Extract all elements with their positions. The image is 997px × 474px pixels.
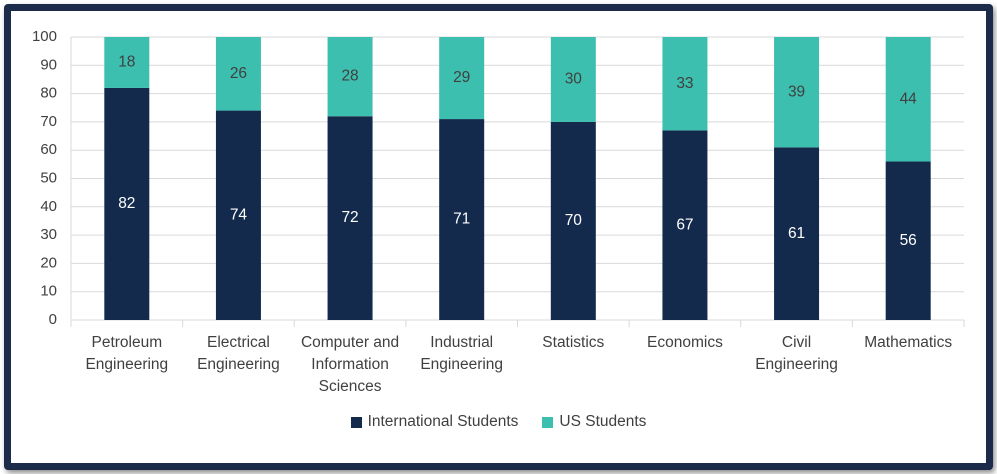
bar-segment xyxy=(885,37,931,162)
y-tick-label: 0 xyxy=(49,311,57,328)
legend-item: International Students xyxy=(350,413,519,431)
bar-segment xyxy=(215,110,261,320)
data-label: 30 xyxy=(565,71,583,88)
y-tick-label: 30 xyxy=(40,226,57,243)
bar-segment xyxy=(662,130,708,320)
data-label: 29 xyxy=(453,69,470,86)
chart-frame xyxy=(4,4,993,470)
y-tick-label: 90 xyxy=(40,56,57,73)
legend: International Students US Students xyxy=(0,413,997,433)
x-tick-label: Computer and Information Sciences xyxy=(300,334,400,395)
data-label: 72 xyxy=(341,209,358,226)
data-label: 56 xyxy=(900,232,917,249)
x-tick-label: Petroleum Engineering xyxy=(85,334,169,373)
data-label: 18 xyxy=(118,54,135,71)
data-label: 28 xyxy=(341,68,358,85)
data-label: 82 xyxy=(118,195,135,212)
x-tick-label: Mathematics xyxy=(864,334,953,351)
y-tick-label: 80 xyxy=(40,85,57,102)
bar-segment xyxy=(439,37,485,120)
y-tick-label: 70 xyxy=(40,113,57,130)
data-label: 44 xyxy=(900,90,918,107)
data-label: 33 xyxy=(676,75,693,92)
data-label: 70 xyxy=(565,212,583,229)
bar-segment xyxy=(662,37,708,131)
bar-segment xyxy=(774,37,820,148)
data-label: 39 xyxy=(788,83,805,100)
x-tick-label: Civil Engineering xyxy=(755,334,838,373)
bar-segment xyxy=(327,37,373,117)
data-label: 61 xyxy=(788,225,805,242)
legend-label: International Students xyxy=(367,413,519,430)
y-tick-label: 50 xyxy=(40,169,57,186)
data-label: 74 xyxy=(230,206,248,223)
legend-item: US Students xyxy=(542,413,646,431)
bar-segment xyxy=(439,119,485,320)
bar-segment xyxy=(885,161,931,320)
y-tick-label: 100 xyxy=(32,28,57,45)
data-label: 67 xyxy=(676,216,693,233)
x-tick-label: Economics xyxy=(647,334,723,351)
y-tick-label: 60 xyxy=(40,141,57,158)
legend-swatch xyxy=(542,416,554,428)
bar-segment xyxy=(104,87,150,320)
x-tick-label: Electrical Engineering xyxy=(197,334,280,373)
bar-segment xyxy=(774,147,820,320)
x-tick-label: Statistics xyxy=(542,334,605,351)
bar-segment xyxy=(550,121,596,321)
y-tick-label: 40 xyxy=(40,198,57,215)
legend-label: US Students xyxy=(559,413,647,430)
legend-swatch xyxy=(350,416,362,428)
data-label: 26 xyxy=(230,65,247,82)
bar-segment xyxy=(215,37,261,111)
x-tick-label: Industrial Engineering xyxy=(420,334,504,373)
y-tick-label: 20 xyxy=(40,254,57,271)
bar-segment xyxy=(550,37,596,122)
bar-segment xyxy=(104,37,150,88)
y-tick-label: 10 xyxy=(40,283,57,300)
bar-segment xyxy=(327,116,373,321)
data-label: 71 xyxy=(453,211,470,228)
